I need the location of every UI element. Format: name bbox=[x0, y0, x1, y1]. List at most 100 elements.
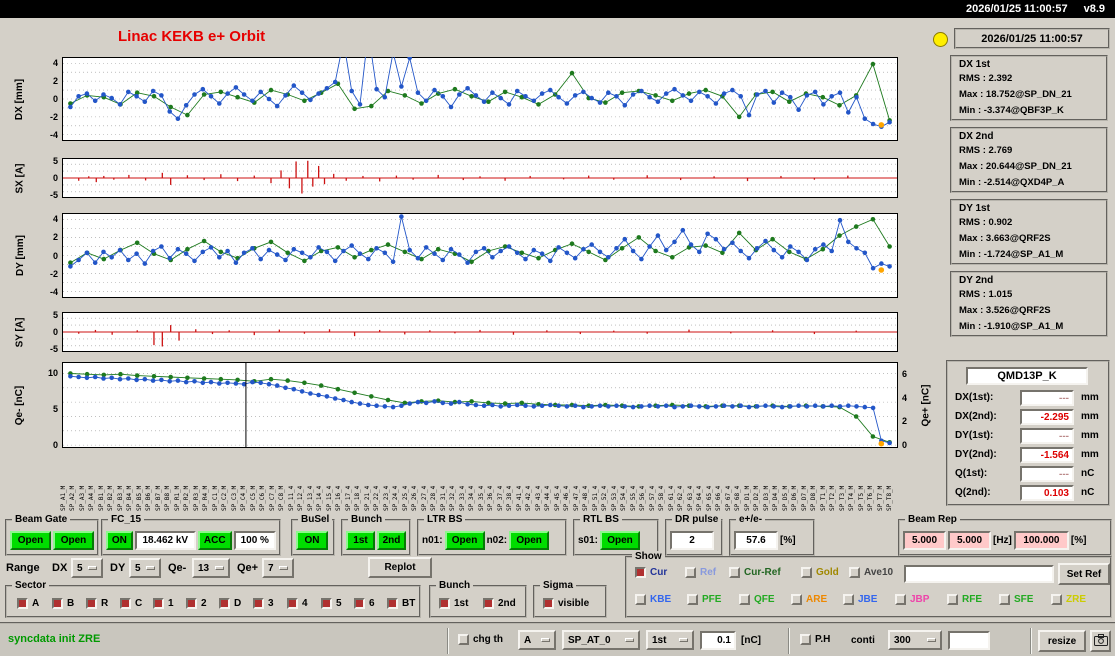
monitor-select[interactable]: SP_AT_0 bbox=[562, 630, 640, 650]
ref-name-input[interactable] bbox=[904, 565, 1054, 583]
show-jbe-checkbox[interactable]: JBE bbox=[843, 594, 877, 605]
checkbox-label: PFE bbox=[702, 594, 722, 605]
sx-plot[interactable] bbox=[62, 158, 898, 198]
chg-th-checkbox[interactable]: chg th bbox=[458, 634, 503, 645]
screenshot-button[interactable] bbox=[1090, 630, 1111, 652]
fc15-kv-field[interactable]: 18.462 kV bbox=[134, 531, 196, 550]
sector-bt-checkbox[interactable]: BT bbox=[387, 598, 415, 609]
monitor-row-unit: mm bbox=[1081, 392, 1099, 403]
beam-rep-value-2[interactable]: 5.000 bbox=[948, 531, 991, 550]
stat-min: Min : -1.724@SP_A1_M bbox=[959, 249, 1064, 260]
rtl-s01-open-button[interactable]: Open bbox=[600, 531, 641, 550]
beam-gate-open-1-button[interactable]: Open bbox=[10, 531, 51, 550]
checkbox-indicator bbox=[801, 567, 812, 578]
monitor-row-dx2: DX(2nd): -2.295 mm bbox=[948, 409, 1108, 425]
sector-2-checkbox[interactable]: 2 bbox=[186, 598, 207, 609]
show-cur-ref-checkbox[interactable]: Cur-Ref bbox=[729, 567, 781, 578]
checkbox-indicator bbox=[483, 598, 494, 609]
x-axis-label: SP_65_4 bbox=[705, 485, 713, 511]
show-qfe-checkbox[interactable]: QFE bbox=[739, 594, 775, 605]
fc15-acc-button[interactable]: ACC bbox=[197, 531, 232, 550]
sector-d-checkbox[interactable]: D bbox=[219, 598, 241, 609]
set-ref-button[interactable]: Set Ref bbox=[1058, 563, 1110, 585]
y-tick-label: 4 bbox=[52, 214, 58, 225]
x-axis-label: SP_C4_M bbox=[240, 485, 248, 511]
fc15-on-button[interactable]: ON bbox=[106, 531, 133, 550]
sector-b-checkbox[interactable]: B bbox=[52, 598, 74, 609]
bunch-2nd-checkbox[interactable]: 2nd bbox=[483, 598, 516, 609]
checkbox-label: Cur-Ref bbox=[744, 567, 781, 578]
beam-rep-value-1[interactable]: 5.000 bbox=[903, 531, 946, 550]
show-pfe-checkbox[interactable]: PFE bbox=[687, 594, 721, 605]
show-ref-checkbox[interactable]: Ref bbox=[685, 567, 716, 578]
sector-3-checkbox[interactable]: 3 bbox=[253, 598, 274, 609]
blank-input[interactable] bbox=[948, 631, 990, 650]
monitor-name-field[interactable]: QMD13P_K bbox=[966, 367, 1088, 385]
range-qep-value: 7 bbox=[268, 562, 274, 574]
ph-checkbox[interactable]: P.H bbox=[800, 634, 830, 645]
monitor-row-label: Q(1st): bbox=[955, 468, 988, 479]
dr-pulse-field[interactable]: 2 bbox=[670, 531, 714, 550]
range-dx-select[interactable]: 5 bbox=[71, 558, 103, 578]
replot-button[interactable]: Replot bbox=[368, 557, 432, 578]
bunch-select[interactable]: 1st bbox=[646, 630, 694, 650]
x-axis-label: SP_A2_M bbox=[69, 485, 77, 511]
x-axis-label: SP_T3_M bbox=[838, 485, 846, 511]
sector-6-checkbox[interactable]: 6 bbox=[354, 598, 375, 609]
bunch-1st-button[interactable]: 1st bbox=[346, 531, 375, 550]
sigma-frame-label: Sigma bbox=[540, 580, 577, 592]
stat-box-dy-1st: DY 1st RMS : 0.902 Max : 3.663@QRF2S Min… bbox=[950, 199, 1108, 265]
bunch-1st-checkbox[interactable]: 1st bbox=[439, 598, 468, 609]
show-cur-checkbox[interactable]: Cur bbox=[635, 567, 667, 578]
beam-rep-value-3[interactable]: 100.000 bbox=[1013, 531, 1069, 550]
sy-plot[interactable] bbox=[62, 312, 898, 352]
x-axis-label: SP_B8_M bbox=[164, 485, 172, 511]
sector-a-checkbox[interactable]: A bbox=[17, 598, 39, 609]
sector-5-checkbox[interactable]: 5 bbox=[321, 598, 342, 609]
separator bbox=[447, 628, 449, 654]
range-qem-select[interactable]: 13 bbox=[192, 558, 230, 578]
sector-select[interactable]: A bbox=[518, 630, 556, 650]
x-axis-label: SP_14_4 bbox=[316, 485, 324, 511]
threshold-input[interactable]: 0.1 bbox=[700, 631, 736, 650]
show-are-checkbox[interactable]: ARE bbox=[791, 594, 827, 605]
show-sfe-checkbox[interactable]: SFE bbox=[999, 594, 1033, 605]
y-tick-label: 5 bbox=[52, 309, 58, 320]
beam-gate-open-2-button[interactable]: Open bbox=[53, 531, 94, 550]
sector-1-checkbox[interactable]: 1 bbox=[153, 598, 174, 609]
checkbox-indicator bbox=[800, 634, 811, 645]
y-tick-label: 0 bbox=[52, 327, 58, 337]
show-jbp-checkbox[interactable]: JBP bbox=[895, 594, 929, 605]
ltr-bs-label: LTR BS bbox=[424, 514, 466, 526]
checkbox-label: C bbox=[135, 598, 143, 609]
resize-button[interactable]: resize bbox=[1038, 630, 1086, 652]
show-rfe-checkbox[interactable]: RFE bbox=[947, 594, 982, 605]
interval-select[interactable]: 300 bbox=[888, 630, 942, 650]
bunch-2nd-button[interactable]: 2nd bbox=[377, 531, 406, 550]
range-dy-select[interactable]: 5 bbox=[129, 558, 161, 578]
x-axis-label: SP_41_4 bbox=[515, 485, 523, 511]
sigma-visible-checkbox[interactable]: visible bbox=[543, 598, 589, 609]
qe-plot[interactable] bbox=[62, 362, 898, 448]
dy-plot[interactable] bbox=[62, 213, 898, 298]
sector-r-checkbox[interactable]: R bbox=[86, 598, 108, 609]
x-axis-label: SP_T7_M bbox=[876, 485, 884, 511]
sector-c-checkbox[interactable]: C bbox=[120, 598, 142, 609]
dx-plot[interactable] bbox=[62, 29, 898, 141]
show-ave10-checkbox[interactable]: Ave10 bbox=[849, 567, 893, 578]
option-menu-indicator-icon bbox=[541, 638, 550, 642]
ltr-n02-open-button[interactable]: Open bbox=[509, 531, 550, 550]
x-axis-label: SP_C5_M bbox=[249, 485, 257, 511]
epem-field[interactable]: 57.6 bbox=[734, 531, 778, 550]
x-axis-label: SP_C3_M bbox=[230, 485, 238, 511]
show-zre-checkbox[interactable]: ZRE bbox=[1051, 594, 1086, 605]
x-axis-label: SP_31_4 bbox=[439, 485, 447, 511]
range-qep-select[interactable]: 7 bbox=[262, 558, 294, 578]
sector-4-checkbox[interactable]: 4 bbox=[287, 598, 308, 609]
ltr-n01-open-button[interactable]: Open bbox=[444, 531, 485, 550]
show-kbe-checkbox[interactable]: KBE bbox=[635, 594, 671, 605]
fc15-percent-field[interactable]: 100 % bbox=[233, 531, 276, 550]
busel-on-button[interactable]: ON bbox=[296, 531, 328, 550]
monitor-row-unit: mm bbox=[1081, 430, 1099, 441]
show-gold-checkbox[interactable]: Gold bbox=[801, 567, 839, 578]
